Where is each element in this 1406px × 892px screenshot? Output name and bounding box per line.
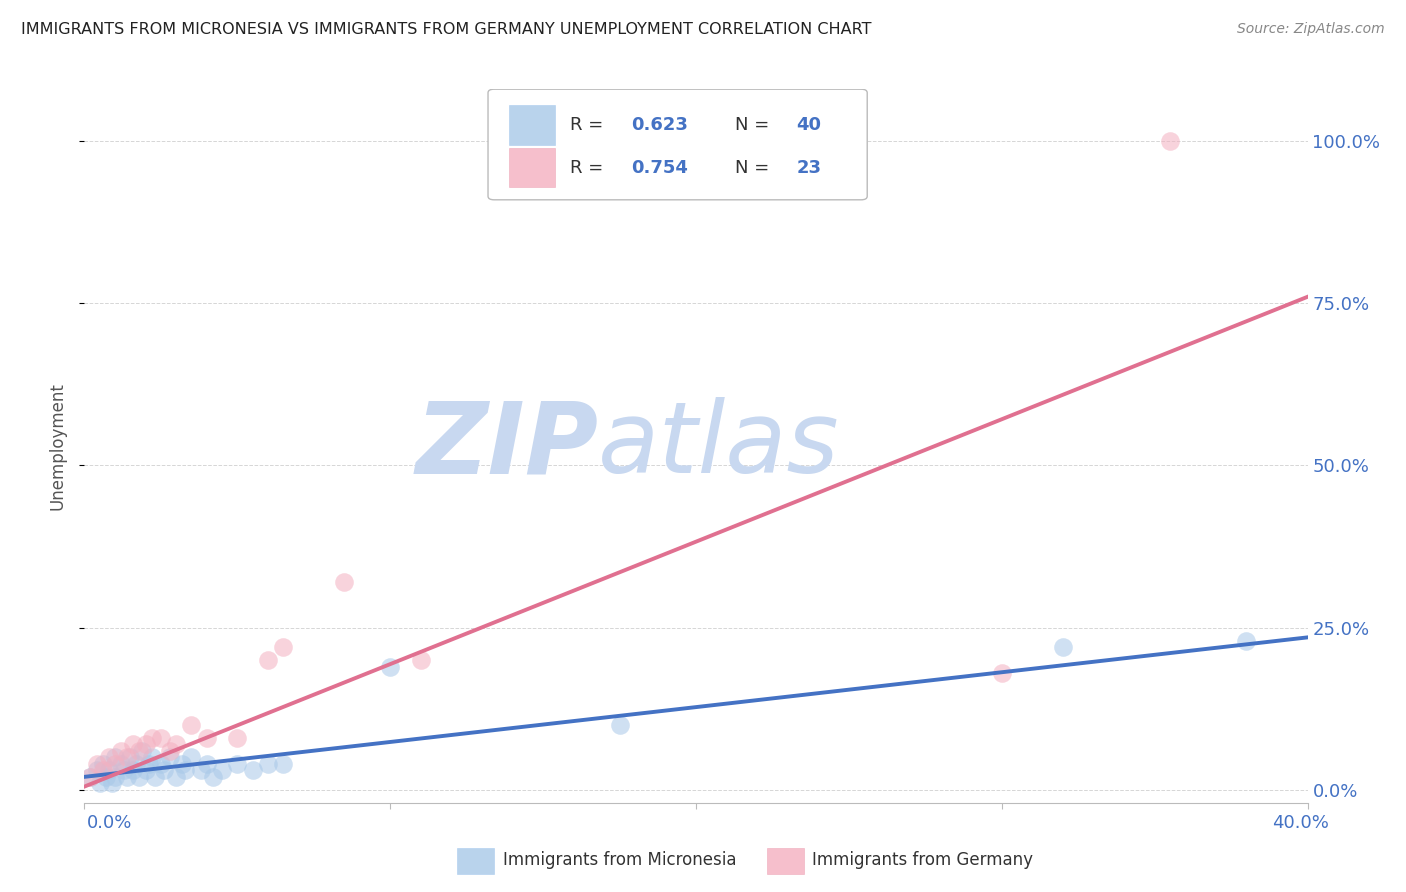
Point [271,640,294,654]
Point [141,731,163,745]
Point [97,764,120,778]
Text: N =: N = [735,116,775,134]
Text: R =: R = [569,116,609,134]
Bar [457,848,494,874]
Point [165,770,187,784]
Point [115,770,138,784]
Point [141,750,163,764]
Text: IMMIGRANTS FROM MICRONESIA VS IMMIGRANTS FROM GERMANY UNEMPLOYMENT CORRELATION C: IMMIGRANTS FROM MICRONESIA VS IMMIGRANTS… [21,22,872,37]
Point [409,653,432,667]
Text: atlas: atlas [598,398,839,494]
Point [89,776,111,790]
Text: 0.754: 0.754 [631,159,688,177]
Text: ZIP: ZIP [415,398,598,494]
Point [143,770,166,784]
Point [333,575,356,590]
Point [122,764,145,778]
Bar [766,848,804,874]
Bar [509,148,555,187]
Point [128,770,150,784]
Point [1236,633,1258,648]
Point [104,750,127,764]
Point [97,750,120,764]
Point [110,744,132,758]
Point [271,756,294,771]
Point [159,744,181,758]
Point [91,756,114,771]
Point [195,731,218,745]
Point [149,756,172,771]
Text: R =: R = [569,159,609,177]
Point [86,764,108,778]
Point [122,738,145,752]
Point [110,756,132,771]
Point [159,750,181,764]
Text: 40.0%: 40.0% [1272,814,1329,831]
Point [172,756,194,771]
Point [257,756,280,771]
Point [138,756,160,771]
Bar [509,105,555,145]
Point [174,764,197,778]
Point [1052,640,1074,654]
FancyBboxPatch shape [488,89,868,200]
Point [135,764,157,778]
Point [180,718,202,732]
Text: Immigrants from Micronesia: Immigrants from Micronesia [503,851,737,869]
Text: N =: N = [735,159,775,177]
Point [195,756,218,771]
Point [104,756,127,771]
Point [211,764,233,778]
Point [190,764,212,778]
Text: 40: 40 [796,116,821,134]
Point [112,764,135,778]
Text: Immigrants from Germany: Immigrants from Germany [813,851,1033,869]
Point [104,770,127,784]
Point [180,750,202,764]
Point [201,770,224,784]
Point [120,750,142,764]
Point [149,731,172,745]
Point [91,764,114,778]
Point [135,738,157,752]
Text: 0.0%: 0.0% [87,814,132,831]
Point [226,731,249,745]
Point [86,756,108,771]
Point [242,764,264,778]
Point [153,764,176,778]
Point [380,659,402,673]
Y-axis label: Unemployment: Unemployment [48,382,66,510]
Point [79,770,101,784]
Point [257,653,280,667]
Point [131,744,153,758]
Text: 23: 23 [796,159,821,177]
Point [79,770,101,784]
Text: Source: ZipAtlas.com: Source: ZipAtlas.com [1237,22,1385,37]
Point [991,666,1014,681]
Text: 0.623: 0.623 [631,116,688,134]
Point [94,770,117,784]
Point [609,718,631,732]
Point [101,776,124,790]
Point [115,750,138,764]
Point [128,744,150,758]
Point [165,738,187,752]
Point [226,756,249,771]
Point [1159,134,1181,148]
Point [125,756,148,771]
